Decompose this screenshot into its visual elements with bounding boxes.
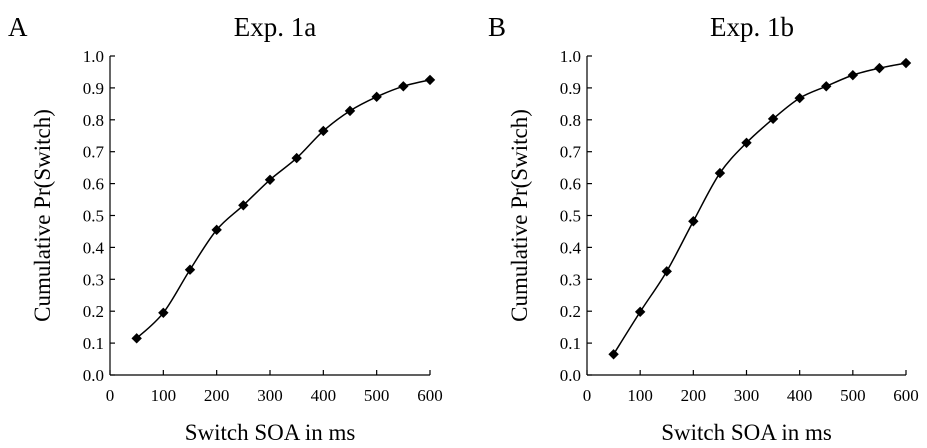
data-point-marker	[131, 333, 142, 344]
y-tick-label: 0.1	[560, 334, 581, 353]
x-tick-label: 100	[627, 386, 653, 405]
y-tick-label: 0.8	[83, 111, 104, 130]
y-tick-label: 0.9	[83, 79, 104, 98]
panel-letter: B	[488, 12, 506, 42]
y-tick-label: 0.7	[83, 143, 105, 162]
y-tick-label: 0.6	[560, 175, 581, 194]
y-tick-label: 0.4	[560, 238, 582, 257]
y-tick-label: 0.4	[83, 238, 105, 257]
y-tick-label: 0.9	[560, 79, 581, 98]
x-tick-label: 400	[311, 386, 337, 405]
data-point-marker	[821, 81, 832, 92]
x-tick-label: 600	[417, 386, 443, 405]
data-point-marker	[714, 167, 726, 179]
x-tick-label: 0	[583, 386, 592, 405]
y-tick-label: 0.6	[83, 175, 104, 194]
data-point-marker	[874, 62, 885, 74]
series-line	[612, 62, 907, 355]
x-axis-title: Switch SOA in ms	[185, 420, 356, 445]
x-tick-label: 300	[257, 386, 283, 405]
data-point-marker	[344, 105, 356, 117]
x-tick-label: 0	[106, 386, 115, 405]
data-point-marker	[900, 57, 912, 69]
y-tick-label: 0.0	[560, 366, 581, 385]
data-point-marker	[424, 74, 436, 86]
y-tick-label: 0.1	[83, 334, 104, 353]
x-tick-label: 300	[734, 386, 760, 405]
x-tick-label: 600	[893, 386, 919, 405]
data-point-marker	[264, 174, 276, 185]
data-point-marker	[158, 307, 169, 318]
data-point-marker	[211, 224, 222, 236]
data-point-marker	[847, 69, 859, 81]
data-point-marker	[634, 306, 646, 318]
data-point-marker	[238, 200, 249, 211]
chart-title: Exp. 1b	[710, 12, 794, 42]
panel-a: A Exp. 1a 0.0 0.1 0.2 0.3 0.4 0.5 0.6 0.7 0.8 0.9 1.…	[8, 12, 443, 445]
data-point-marker	[318, 125, 329, 137]
chart-title: Exp. 1a	[234, 12, 316, 42]
y-axis-title: Cumulative Pr(Switch)	[507, 109, 532, 322]
data-point-marker	[398, 81, 409, 92]
data-point-marker	[794, 92, 805, 104]
y-tick-label: 0.3	[83, 270, 104, 289]
data-point-marker	[371, 91, 382, 103]
data-point-marker	[741, 137, 752, 148]
data-point-marker	[608, 349, 619, 360]
y-axis-title: Cumulative Pr(Switch)	[30, 109, 55, 322]
x-tick-label: 200	[681, 386, 707, 405]
y-tick-label: 0.8	[560, 111, 581, 130]
y-tick-label: 0.0	[83, 366, 104, 385]
y-tick-label: 1.0	[560, 47, 581, 66]
x-tick-label: 500	[840, 386, 866, 405]
y-tick-label: 0.5	[560, 207, 581, 226]
panel-letter: A	[8, 12, 28, 42]
data-point-marker	[688, 216, 699, 227]
data-point-marker	[184, 264, 196, 275]
x-tick-label: 200	[204, 386, 230, 405]
x-tick-label: 500	[364, 386, 390, 405]
y-tick-label: 0.2	[560, 302, 581, 321]
x-axis-title: Switch SOA in ms	[661, 420, 832, 445]
x-tick-label: 400	[787, 386, 813, 405]
series-line	[136, 79, 431, 339]
panel-b: B Exp. 1b 0.0 0.1 0.2 0.3 0.4 0.5 0.6 0.7 0.8 0.9 1.…	[488, 12, 919, 445]
y-tick-label: 0.2	[83, 302, 104, 321]
data-point-marker	[767, 113, 779, 125]
x-tick-label: 100	[151, 386, 177, 405]
y-tick-label: 0.7	[560, 143, 582, 162]
data-point-marker	[291, 152, 302, 164]
y-tick-label: 1.0	[83, 47, 104, 66]
y-tick-label: 0.3	[560, 270, 581, 289]
y-tick-label: 0.5	[83, 207, 104, 226]
data-point-marker	[661, 266, 672, 277]
